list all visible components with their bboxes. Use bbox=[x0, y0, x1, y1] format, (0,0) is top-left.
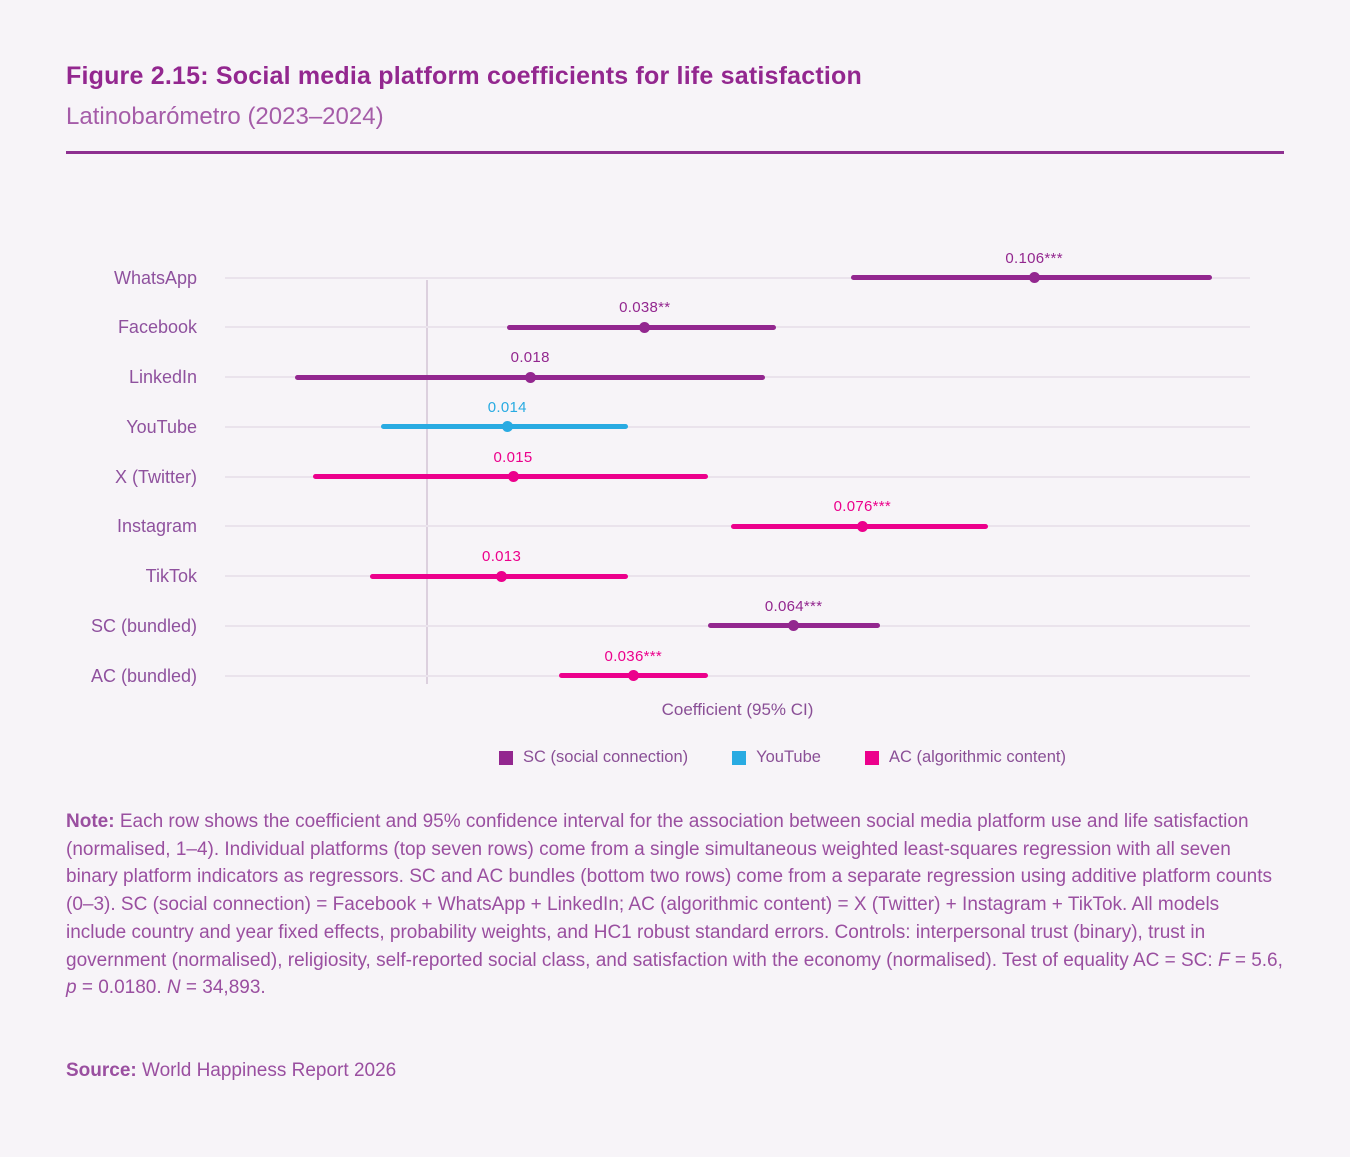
note-text: F bbox=[1217, 949, 1230, 971]
legend-item: YouTube bbox=[732, 748, 821, 767]
row-track bbox=[225, 276, 1250, 279]
row-label: Facebook bbox=[117, 317, 197, 338]
note-text: N bbox=[166, 977, 181, 999]
estimate-value: 0.015 bbox=[493, 448, 533, 466]
chart-legend: SC (social connection) YouTube AC (algorit… bbox=[270, 748, 1295, 767]
estimate-dot bbox=[507, 471, 519, 482]
estimate-value: 0.064*** bbox=[764, 597, 823, 615]
row-track bbox=[225, 425, 1250, 428]
estimate-value: 0.038** bbox=[619, 299, 671, 317]
estimate-dot bbox=[524, 371, 536, 383]
estimate-value: 0.076*** bbox=[833, 498, 892, 516]
estimate-value: 0.014 bbox=[487, 398, 527, 416]
figure-note: Note: Each row shows the coefficient and… bbox=[66, 808, 1284, 1002]
note-text: p bbox=[66, 977, 77, 999]
estimate-value: 0.018 bbox=[510, 349, 550, 366]
row-label: SC (bundled) bbox=[90, 615, 197, 636]
legend-swatch-icon bbox=[864, 750, 879, 765]
row-track bbox=[225, 674, 1250, 677]
row-label: Instagram bbox=[116, 516, 197, 537]
source-label: Source: bbox=[66, 1060, 137, 1081]
row-label: TikTok bbox=[145, 566, 197, 586]
note-text: Each row shows the coefficient and 95% c… bbox=[66, 811, 1272, 971]
row-label: AC (bundled) bbox=[90, 665, 197, 686]
estimate-value: 0.036*** bbox=[604, 647, 663, 665]
legend-swatch-icon bbox=[732, 750, 747, 765]
estimate-dot bbox=[856, 520, 868, 532]
note-text: = 0.0180. bbox=[76, 977, 167, 999]
zero-reference-line bbox=[426, 280, 429, 684]
row-label: WhatsApp bbox=[113, 267, 197, 288]
row-track bbox=[225, 475, 1250, 478]
row-track bbox=[225, 575, 1250, 577]
row-label: X (Twitter) bbox=[114, 466, 197, 487]
legend-item: SC (social connection) bbox=[499, 748, 688, 767]
estimate-dot bbox=[639, 321, 651, 333]
note-text: = 34,893. bbox=[180, 977, 266, 999]
source-text: World Happiness Report 2026 bbox=[136, 1060, 397, 1081]
figure-source: Source: World Happiness Report 2026 bbox=[66, 1060, 1284, 1082]
estimate-dot bbox=[627, 670, 639, 681]
legend-label: YouTube bbox=[756, 748, 821, 766]
legend-label: SC (social connection) bbox=[523, 748, 689, 766]
legend-swatch-icon bbox=[499, 750, 514, 765]
figure-subtitle: Latinobarómetro (2023–2024) bbox=[66, 103, 384, 130]
estimate-dot bbox=[496, 570, 508, 582]
figure-title: Figure 2.15: Social media platform coeff… bbox=[66, 62, 862, 90]
estimate-dot bbox=[1028, 272, 1040, 283]
estimate-dot bbox=[501, 421, 513, 433]
row-label: LinkedIn bbox=[128, 367, 197, 387]
note-label: Note: bbox=[66, 811, 115, 832]
row-label: YouTube bbox=[126, 416, 197, 437]
note-text: = 5.6, bbox=[1229, 949, 1283, 971]
estimate-value: 0.013 bbox=[482, 548, 522, 565]
legend-item: AC (algorithmic content) bbox=[864, 748, 1066, 767]
x-axis-label: Coefficient (95% CI) bbox=[661, 700, 814, 719]
estimate-value: 0.106*** bbox=[1005, 249, 1063, 267]
estimate-dot bbox=[788, 620, 800, 632]
title-divider bbox=[66, 151, 1284, 154]
legend-label: AC (algorithmic content) bbox=[888, 748, 1066, 766]
